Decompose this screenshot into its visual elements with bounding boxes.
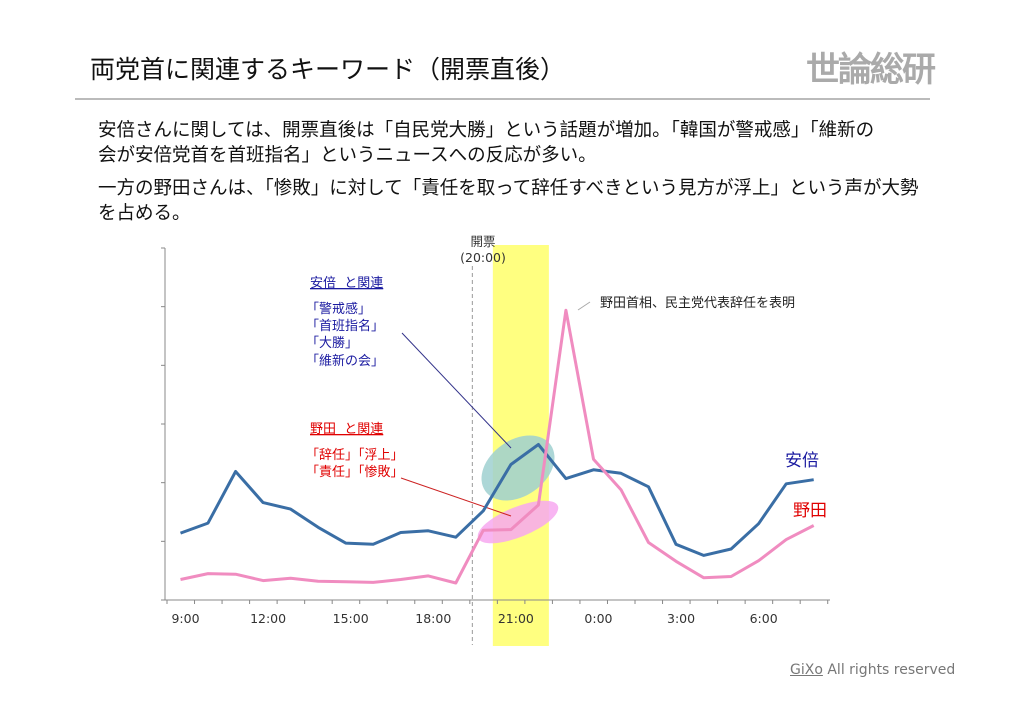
series-line-abe	[179, 443, 814, 557]
x-tick-label: 9:00	[171, 611, 199, 626]
noda-keyword: 「辞任」「浮上」	[306, 448, 404, 463]
peak-annotation: 野田首相、民主党代表辞任を表明	[600, 296, 795, 311]
abe-keyword: 「警戒感」	[306, 301, 371, 317]
series-label-noda: 野田	[793, 501, 827, 521]
body-text-line: 安倍さんに関しては、開票直後は「自民党大勝」という話題が増加。「韓国が警戒感」「…	[98, 120, 875, 141]
x-tick-label: 21:00	[498, 611, 534, 626]
x-tick-label: 3:00	[667, 611, 695, 626]
x-tick-label: 6:00	[750, 611, 778, 626]
divider	[75, 98, 930, 100]
body-text-line: 一方の野田さんは、「惨敗」に対して「責任を取って辞任すべきという見方が浮上」とい…	[98, 178, 919, 199]
x-tick-label: 18:00	[415, 611, 451, 626]
x-tick-label: 15:00	[333, 611, 369, 626]
abe-keyword: 「大勝」	[306, 336, 358, 351]
series-line-noda	[180, 308, 815, 585]
x-tick-label: 0:00	[584, 611, 612, 626]
page-title: 両党首に関連するキーワード（開票直後）	[90, 55, 566, 84]
footer-text: All rights reserved	[822, 662, 956, 678]
x-tick-label: 12:00	[250, 611, 286, 626]
abe-annotation-leader	[401, 332, 512, 449]
peak-annotation-leader	[577, 301, 591, 311]
body-text-line: 会が安倍党首を首班指名」というニュースへの反応が多い。	[98, 145, 597, 166]
abe-annotation-heading: 安倍 と関連	[310, 276, 383, 291]
footer-copyright: GiXo All rights reserved	[790, 662, 955, 678]
event-label: 開票	[470, 234, 495, 249]
noda-annotation-leader	[400, 477, 512, 517]
noda-annotation-heading: 野田 と関連	[310, 422, 383, 437]
abe-keyword: 「首班指名」	[306, 318, 384, 334]
body-text-line: を占める。	[98, 203, 191, 224]
noda-keyword: 「責任」「惨敗」	[306, 464, 404, 480]
event-label-time: (20:00)	[460, 250, 506, 265]
series-label-abe: 安倍	[785, 451, 819, 471]
logo: 世論総研	[806, 50, 936, 90]
footer-brand: GiXo	[790, 662, 823, 678]
abe-keyword: 「維新の会」	[306, 353, 384, 369]
